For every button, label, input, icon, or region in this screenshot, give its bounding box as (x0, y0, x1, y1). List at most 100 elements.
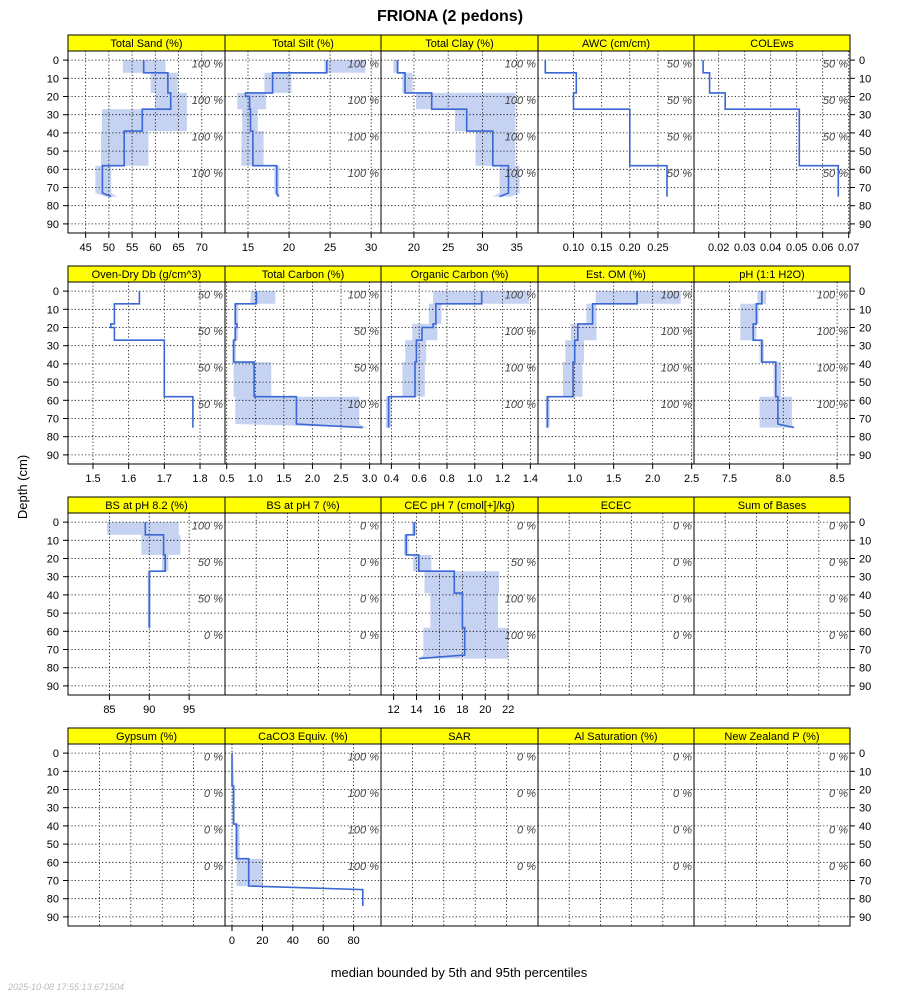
depth-tick-label-left: 60 (47, 395, 59, 407)
percentile-band (740, 291, 795, 428)
timestamp: 2025-10-08 17:55:13.671504 (7, 982, 124, 992)
x-tick-label: 16 (433, 704, 445, 716)
depth-tick-label-left: 90 (47, 912, 59, 924)
depth-tick-label-right: 40 (859, 821, 871, 833)
median-line (231, 753, 364, 906)
x-tick-label: 1.4 (523, 473, 538, 485)
coverage-label: 100 % (505, 326, 536, 338)
panel-caco3-equiv: CaCO3 Equiv. (%)100 %100 %100 %100 %0 20 4… (224, 727, 382, 947)
coverage-label: 100 % (348, 861, 379, 873)
depth-tick-label-left: 40 (47, 128, 59, 140)
coverage-label: 50 % (667, 59, 692, 71)
coverage-label: 50 % (354, 326, 379, 338)
coverage-label: 0 % (204, 861, 223, 873)
depth-tick-label-right: 70 (859, 414, 871, 426)
depth-tick-label-right: 20 (859, 554, 871, 566)
x-tick-label: 65 (172, 242, 184, 254)
x-tick-label: 8.0 (776, 473, 791, 485)
x-tick-label: 0.07 (838, 242, 859, 254)
depth-tick-label-left: 70 (47, 876, 59, 888)
depth-tick-label-right: 80 (859, 894, 871, 906)
coverage-label: 100 % (348, 168, 379, 180)
coverage-label: 50 % (198, 594, 223, 606)
depth-tick-label-left: 70 (47, 414, 59, 426)
coverage-label: 50 % (354, 363, 379, 375)
x-tick-label: 8.5 (829, 473, 844, 485)
panel-strip-label: Organic Carbon (%) (411, 269, 509, 281)
x-tick-label: 0.4 (384, 473, 399, 485)
depth-tick-label-right: 90 (859, 450, 871, 462)
x-tick-label: 1.6 (121, 473, 136, 485)
coverage-label: 50 % (823, 59, 848, 71)
x-tick-label: 45 (80, 242, 92, 254)
panel-strip-label: Gypsum (%) (116, 731, 177, 743)
percentile-band (232, 753, 364, 906)
panel-grid: Total Sand (%)100 %100 %100 %100 %45 50 55… (47, 34, 872, 947)
panel-strip-label: CEC pH 7 (cmol[+]/kg) (404, 500, 514, 512)
coverage-label: 0 % (673, 752, 692, 764)
coverage-label: 50 % (511, 557, 536, 569)
depth-tick-label-left: 80 (47, 432, 59, 444)
coverage-label: 100 % (661, 326, 692, 338)
median-line (110, 291, 194, 428)
median-line (546, 291, 638, 428)
x-tick-label: 85 (103, 704, 115, 716)
x-tick-label: 20 (408, 242, 420, 254)
panel-oven-dry-db-g-cm-3: Oven-Dry Db (g/cm^3) 50 % 50 % 50 % 50 % 1.5 1… (67, 265, 226, 485)
median-line (405, 522, 466, 660)
panel-strip-label: CaCO3 Equiv. (%) (258, 731, 348, 743)
coverage-label: 50 % (198, 290, 223, 302)
x-tick-label: 2.0 (645, 473, 660, 485)
depth-tick-label-left: 20 (47, 554, 59, 566)
coverage-label: 0 % (517, 825, 536, 837)
panel-est-om: Est. OM (%) 100 % 100 % 100 % 100 % 1.0 1.5 2.0… (537, 265, 699, 485)
x-tick-label: 0.20 (619, 242, 640, 254)
x-tick-label: 70 (196, 242, 208, 254)
depth-tick-label-right: 50 (859, 608, 871, 620)
depth-tick-label-left: 50 (47, 608, 59, 620)
depth-tick-label-left: 60 (47, 626, 59, 638)
depth-tick-label-right: 10 (859, 766, 871, 778)
coverage-label: 50 % (198, 557, 223, 569)
panel-frame (693, 512, 851, 696)
coverage-label: 100 % (348, 788, 379, 800)
depth-axis: 0 0 10 10 20 20 30 30 40 40 50 50 60 60 70 70 80 80 90 90 (47, 286, 872, 462)
coverage-label: 0 % (829, 788, 848, 800)
depth-tick-label-right: 10 (859, 73, 871, 85)
y-axis-label: Depth (cm) (15, 455, 30, 519)
coverage-label: 0 % (517, 752, 536, 764)
coverage-label: 100 % (817, 363, 848, 375)
depth-tick-label-left: 0 (53, 517, 59, 529)
panel-ph-1-1-h2o: pH (1:1 H2O) 100 % 100 % 100 % 100 % 7.5 8.0 8.… (693, 265, 851, 485)
panel-total-carbon: Total Carbon (%)100 %50 %50 %100 %0.5 1.0… (219, 265, 382, 485)
depth-tick-label-right: 50 (859, 839, 871, 851)
coverage-label: 0 % (673, 557, 692, 569)
median-line (544, 60, 668, 197)
x-tick-label: 0.04 (760, 242, 781, 254)
depth-tick-label-right: 30 (859, 572, 871, 584)
coverage-label: 0 % (360, 630, 379, 642)
x-tick-label: 25 (324, 242, 336, 254)
coverage-label: 0 % (360, 594, 379, 606)
depth-tick-label-right: 60 (859, 857, 871, 869)
coverage-label: 100 % (661, 290, 692, 302)
coverage-label: 100 % (348, 95, 379, 107)
x-tick-label: 25 (442, 242, 454, 254)
x-tick-label: 0 (229, 935, 235, 947)
panel-strip-label: COLEws (750, 38, 794, 50)
panel-ecec: ECEC 0 % 0 % 0 % 0 % (537, 496, 695, 696)
depth-tick-label-right: 0 (859, 286, 865, 298)
panel-organic-carbon: Organic Carbon (%) 100 % 100 % 100 % 100 % 0.… (380, 265, 539, 485)
panel-bs-at-ph-8-2: BS at pH 8.2 (%) 100 % 50 % 50 % 0 % 85 90 95 (67, 496, 226, 716)
x-tick-label: 0.06 (812, 242, 833, 254)
x-tick-label: 35 (511, 242, 523, 254)
depth-tick-label-right: 20 (859, 323, 871, 335)
coverage-label: 100 % (348, 132, 379, 144)
coverage-label: 0 % (829, 861, 848, 873)
x-tick-label: 1.5 (276, 473, 291, 485)
median-line (387, 291, 483, 428)
depth-tick-label-right: 80 (859, 663, 871, 675)
panel-bs-at-ph-7: BS at pH 7 (%) 0 % 0 % 0 % 0 % (224, 496, 382, 696)
x-tick-label: 1.0 (248, 473, 263, 485)
depth-tick-label-left: 90 (47, 681, 59, 693)
